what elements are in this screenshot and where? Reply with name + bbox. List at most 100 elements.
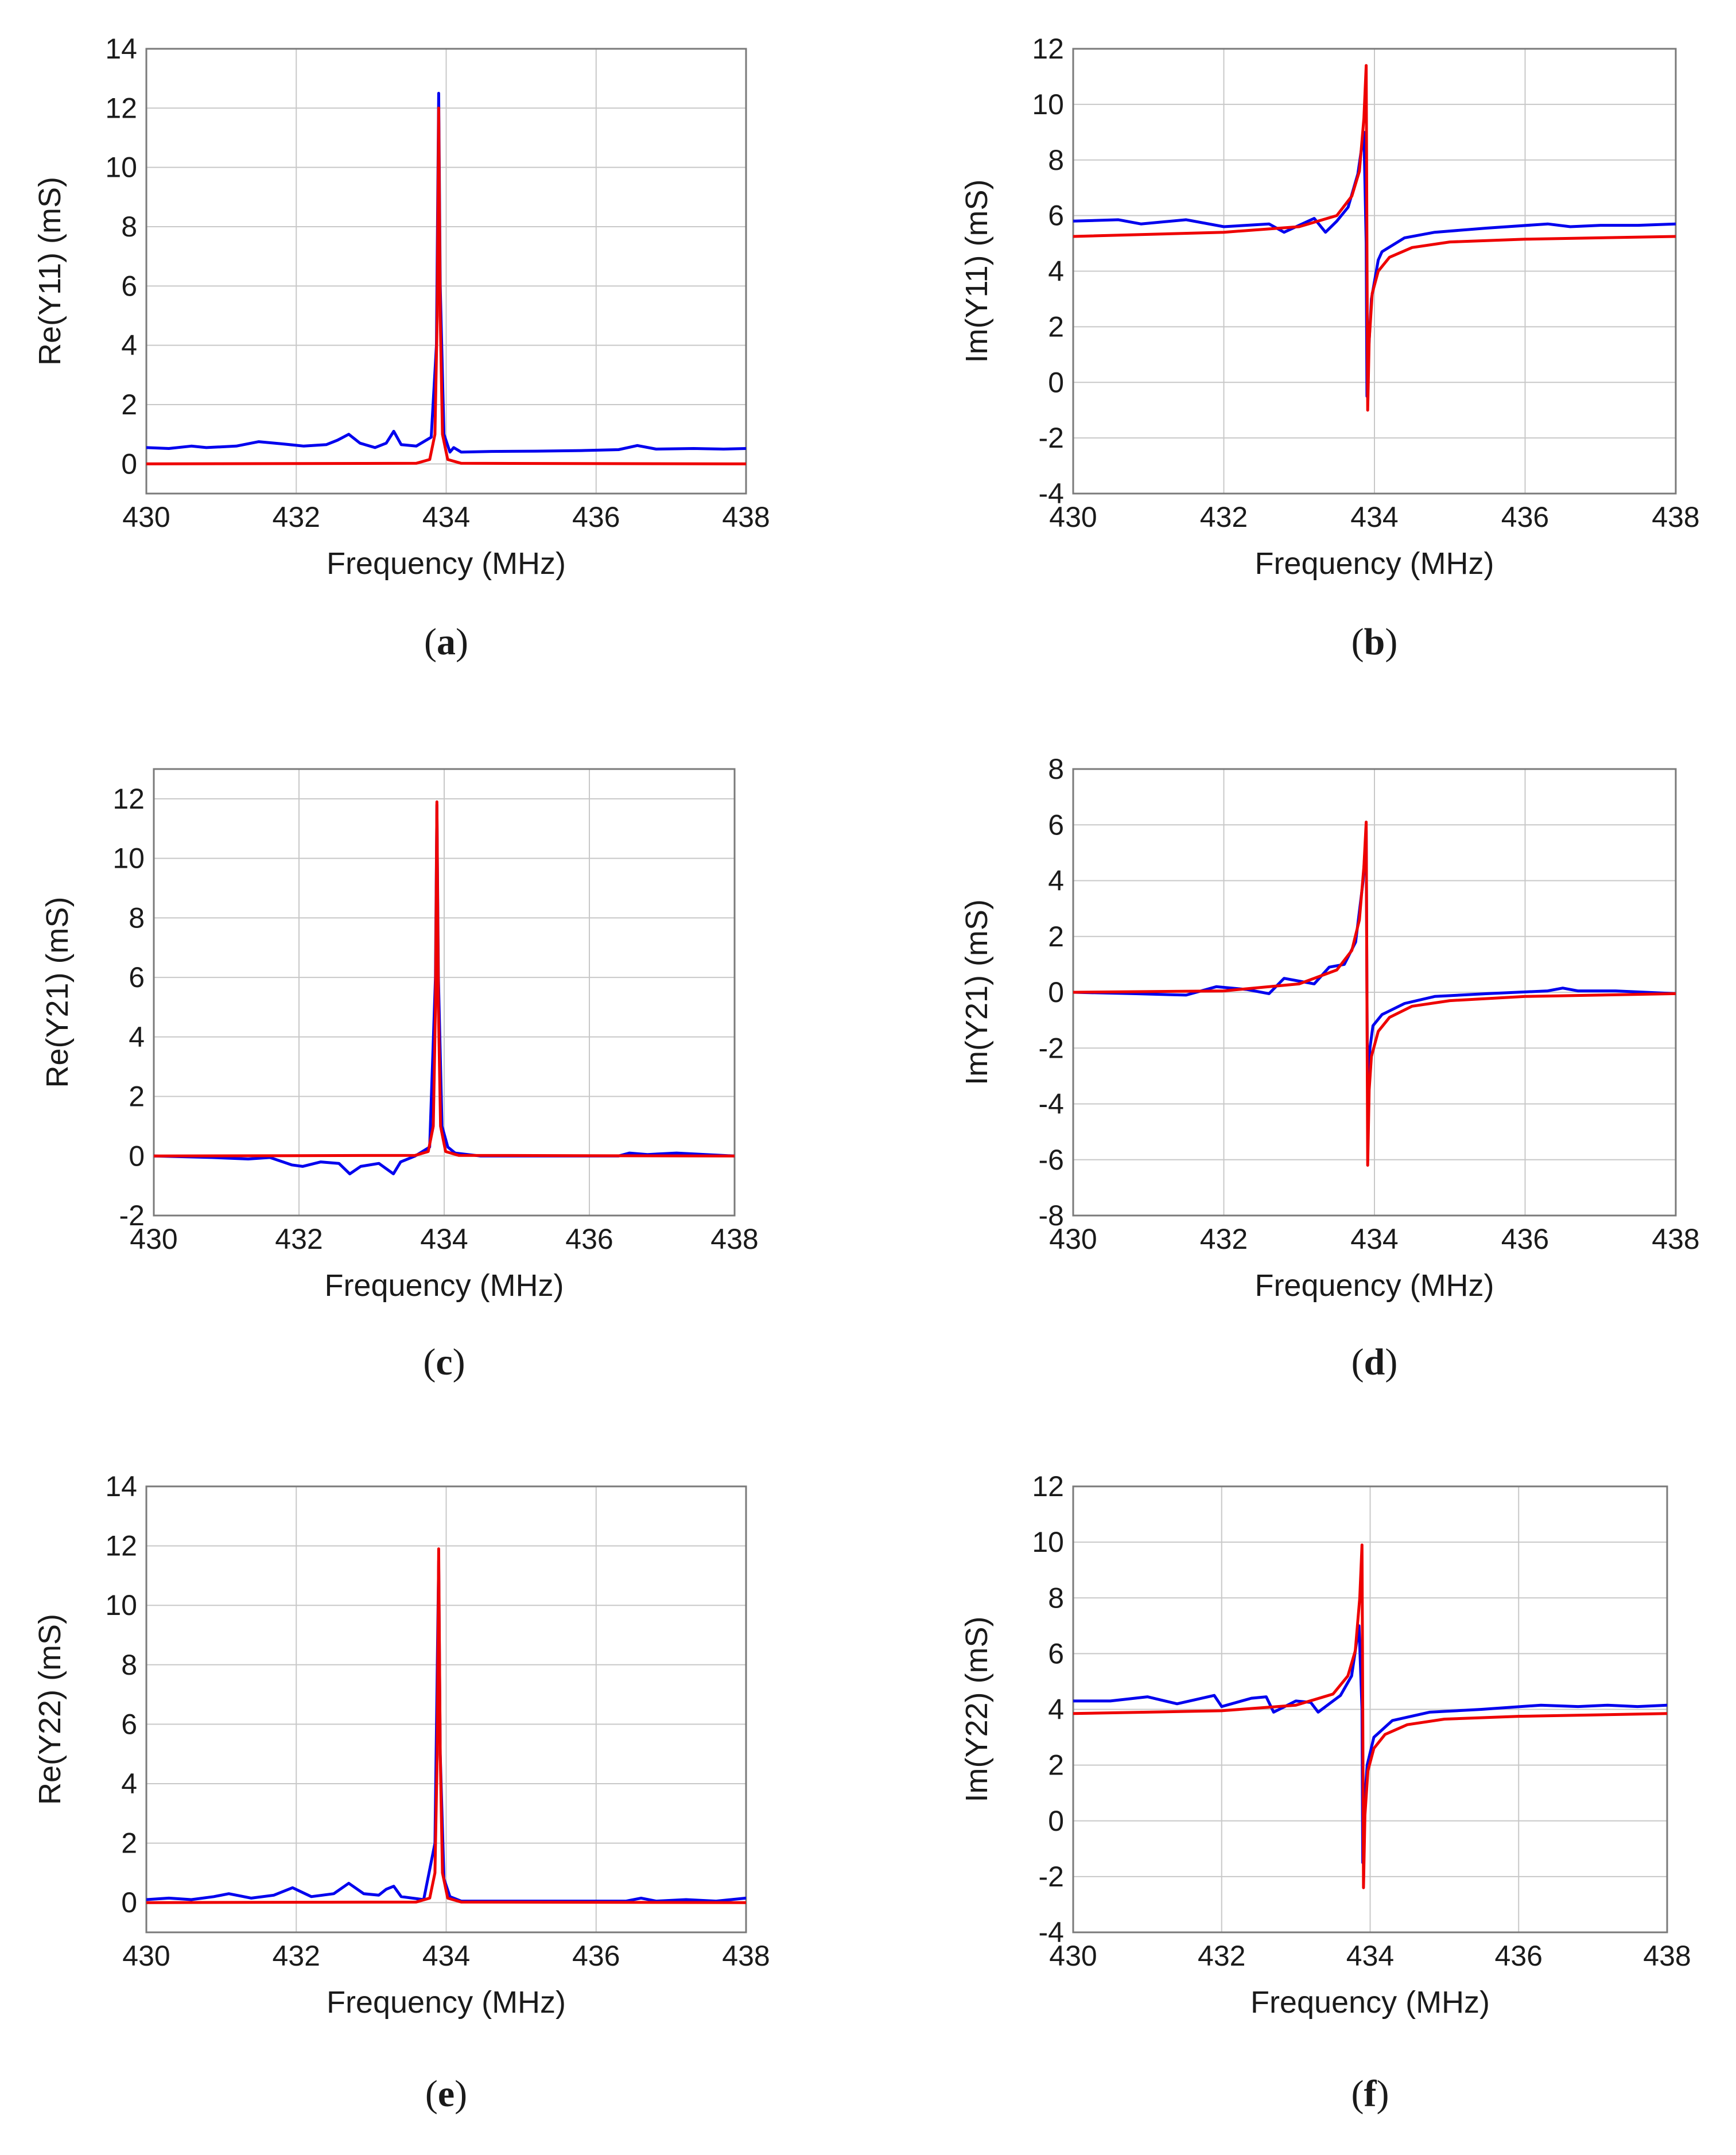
y-tick-label: -8 <box>1039 1199 1064 1232</box>
chart-panel-e: 430 432 434 436 438 0 2 4 6 8 10 12 14 Frequency (MHz… <box>33 1470 770 2115</box>
chart-panel-a: 430 432 434 436 438 0 2 4 6 8 10 12 14 Frequency (MHz… <box>33 33 770 663</box>
chart-panel-d: 430 432 434 436 438 -8 -6 -4 -2 0 2 4 6 8 Frequency (M… <box>960 753 1700 1383</box>
y-tick-label: 4 <box>129 1021 145 1053</box>
series-group <box>1073 1543 1667 1889</box>
y-tick-label: 2 <box>1048 310 1064 343</box>
y-axis-title: Im(Y22) (mS) <box>960 1617 994 1803</box>
series-line-fitted <box>1073 820 1676 1167</box>
panel-caption: (a) <box>424 621 468 663</box>
y-tick-label: 6 <box>121 270 137 302</box>
y-tick-label: 8 <box>1048 144 1064 176</box>
y-tick-label: 8 <box>121 211 137 243</box>
series-line-fitted <box>1073 1543 1667 1889</box>
series-line-measured <box>146 92 746 454</box>
y-tick-label: 2 <box>129 1081 145 1113</box>
x-tick-label: 430 <box>130 1223 177 1255</box>
y-tick-label: 10 <box>105 1589 137 1621</box>
y-tick-label: 8 <box>129 902 145 934</box>
y-tick-label: 8 <box>121 1649 137 1681</box>
y-tick-label: 14 <box>105 33 137 65</box>
y-tick-label: 2 <box>1048 1749 1064 1781</box>
y-tick-label: 0 <box>1048 1805 1064 1837</box>
x-tick-label: 434 <box>1350 1223 1398 1255</box>
x-tick-label: 432 <box>1198 1940 1245 1972</box>
y-tick-label: 4 <box>1048 255 1064 288</box>
x-tick-label: 432 <box>1200 1223 1248 1255</box>
series-line-fitted <box>146 106 746 465</box>
x-axis-title: Frequency (MHz) <box>1255 1268 1494 1303</box>
y-tick-label: 10 <box>105 152 137 184</box>
series-line-fitted <box>146 1547 746 1904</box>
y-tick-label: 2 <box>121 389 137 421</box>
x-axis-title: Frequency (MHz) <box>327 1985 566 2020</box>
y-tick-label: 0 <box>1048 976 1064 1008</box>
plot-frame <box>145 48 747 495</box>
y-tick-label: 6 <box>1048 809 1064 841</box>
x-axis-title: Frequency (MHz) <box>327 546 566 581</box>
x-tick-label: 432 <box>273 501 320 533</box>
x-tick-label: 438 <box>722 1940 770 1972</box>
y-tick-label: 2 <box>1048 921 1064 953</box>
x-tick-label: 434 <box>420 1223 468 1255</box>
y-tick-label: 12 <box>105 92 137 124</box>
x-tick-label: 430 <box>1049 1223 1097 1255</box>
y-tick-label: 6 <box>1048 1637 1064 1669</box>
x-tick-label: 432 <box>273 1940 320 1972</box>
x-tick-label: 436 <box>565 1223 613 1255</box>
y-tick-label: 6 <box>129 961 145 993</box>
panel-caption: (d) <box>1351 1341 1398 1383</box>
y-tick-label: 8 <box>1048 1582 1064 1614</box>
x-tick-label: 438 <box>1652 1223 1699 1255</box>
plot-frame <box>1072 1485 1668 1933</box>
y-tick-label: 4 <box>1048 865 1064 897</box>
x-axis-title: Frequency (MHz) <box>1250 1985 1490 2020</box>
x-axis-title: Frequency (MHz) <box>324 1268 564 1303</box>
y-axis-title: Re(Y21) (mS) <box>40 896 75 1088</box>
x-tick-label: 436 <box>1501 1223 1549 1255</box>
y-tick-label: -2 <box>1039 1861 1064 1893</box>
chart-panel-c: 430 432 434 436 438 -2 0 2 4 6 8 10 12 Frequency (MHz… <box>40 768 759 1383</box>
x-tick-label: 430 <box>122 1940 170 1972</box>
panel-caption: (b) <box>1351 621 1398 663</box>
series-line-fitted <box>154 800 735 1158</box>
x-tick-label: 434 <box>1350 501 1398 533</box>
panel-caption: (f) <box>1351 2073 1389 2115</box>
x-tick-label: 430 <box>1049 1940 1097 1972</box>
y-tick-label: -2 <box>119 1199 145 1232</box>
x-tick-label: 438 <box>1652 501 1699 533</box>
series-group <box>154 800 735 1175</box>
y-tick-label: 4 <box>1048 1694 1064 1726</box>
x-tick-label: 438 <box>710 1223 758 1255</box>
panel-caption: (c) <box>423 1341 465 1383</box>
x-tick-label: 436 <box>572 501 620 533</box>
y-tick-label: 8 <box>1048 753 1064 785</box>
y-tick-label: -2 <box>1039 1032 1064 1064</box>
y-tick-label: 14 <box>105 1470 137 1502</box>
y-tick-label: 10 <box>112 842 145 875</box>
y-tick-label: 0 <box>129 1140 145 1172</box>
y-tick-label: -6 <box>1039 1144 1064 1176</box>
series-line-fitted <box>1073 64 1676 412</box>
y-tick-label: -4 <box>1039 477 1064 510</box>
y-tick-label: 12 <box>112 783 145 815</box>
y-tick-label: 4 <box>121 1768 137 1800</box>
y-tick-label: 0 <box>121 1886 137 1919</box>
series-group <box>146 1547 746 1904</box>
x-tick-label: 432 <box>275 1223 323 1255</box>
y-axis-title: Re(Y22) (mS) <box>33 1614 67 1805</box>
y-tick-label: -4 <box>1039 1088 1064 1120</box>
y-tick-label: 0 <box>121 448 137 480</box>
series-line-measured <box>146 1559 746 1903</box>
plot-frame <box>145 1485 747 1933</box>
chart-panel-f: 430 432 434 436 438 -4 -2 0 2 4 6 8 10 12 Frequency (M… <box>960 1470 1691 2115</box>
y-tick-label: -4 <box>1039 1916 1064 1948</box>
x-tick-label: 436 <box>1501 501 1549 533</box>
series-group <box>1073 820 1676 1167</box>
plot-frame <box>1072 48 1677 495</box>
x-tick-label: 438 <box>722 501 770 533</box>
y-axis-title: Re(Y11) (mS) <box>33 177 67 366</box>
y-tick-label: 12 <box>1032 1470 1064 1502</box>
series-group <box>1073 64 1676 412</box>
panel-caption: (e) <box>425 2073 467 2115</box>
y-tick-label: 0 <box>1048 366 1064 398</box>
